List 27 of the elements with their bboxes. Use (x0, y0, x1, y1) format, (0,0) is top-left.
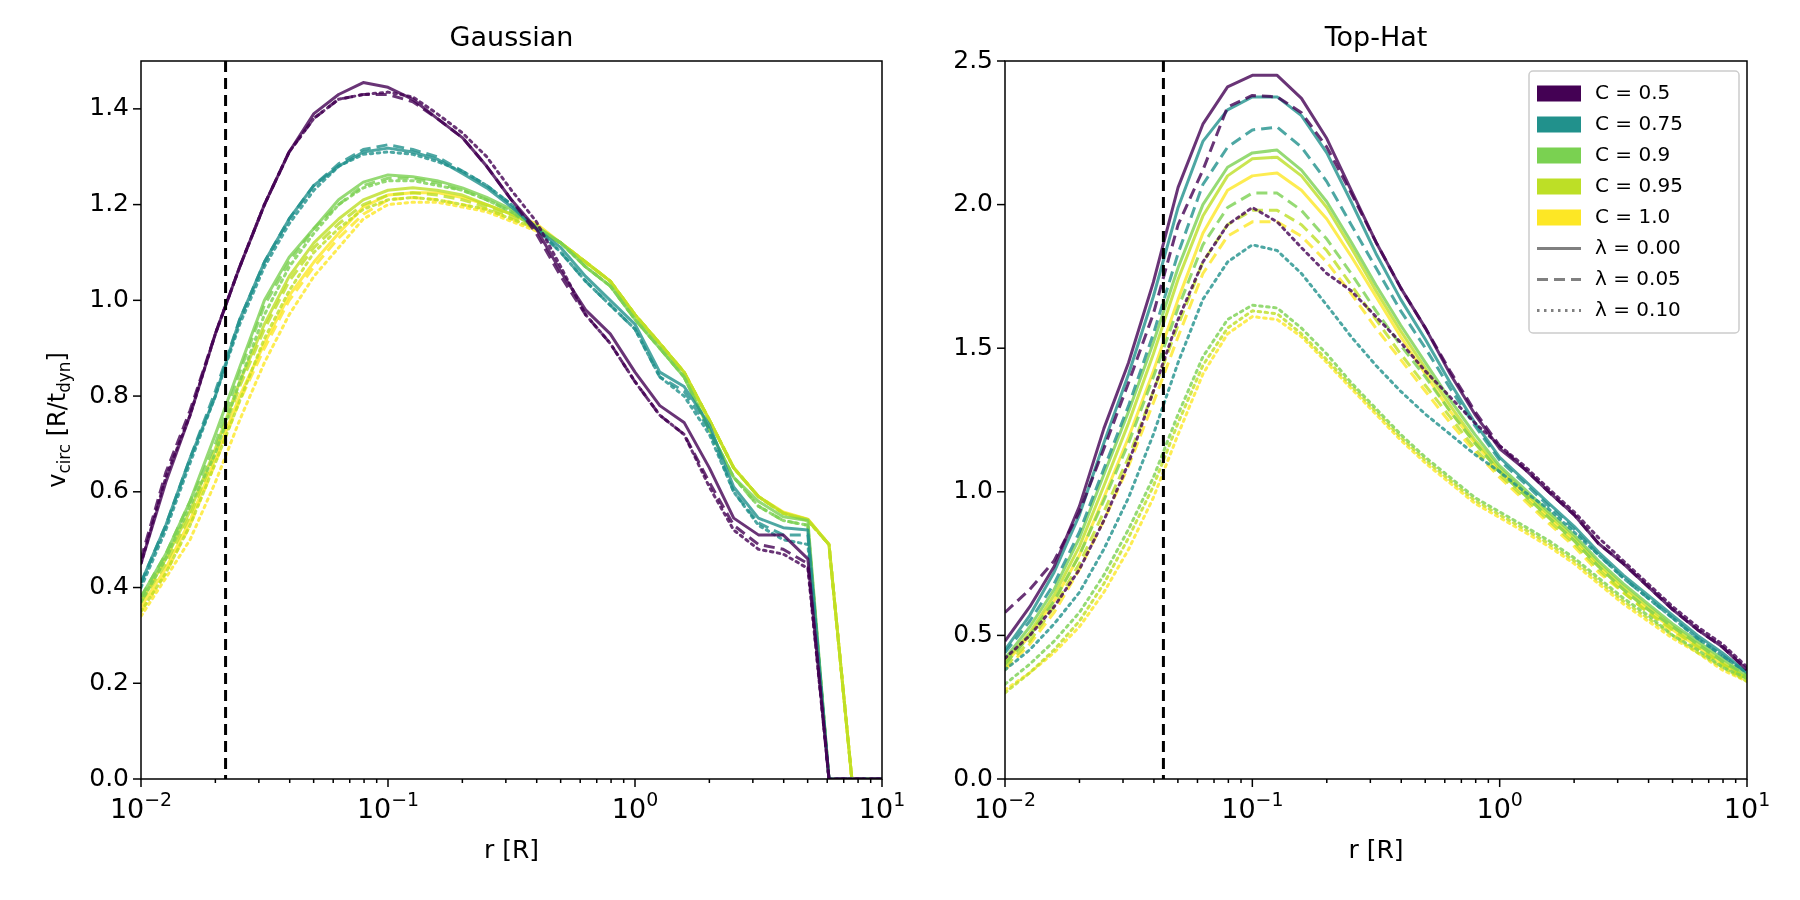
legend-label: λ = 0.10 (1595, 296, 1681, 321)
x-axis-title: r [R] (1348, 834, 1404, 864)
chart-title: Gaussian (449, 21, 574, 53)
legend-label: λ = 0.00 (1595, 234, 1681, 259)
y-tick-label: 1.0 (953, 475, 994, 505)
chart-title: Top-Hat (1323, 21, 1428, 53)
legend-label: C = 1.0 (1595, 203, 1671, 228)
y-tick-label: 1.0 (89, 283, 130, 313)
x-axis-title: r [R] (483, 834, 540, 864)
legend-label: C = 0.75 (1595, 110, 1683, 135)
y-tick-label: 0.8 (89, 379, 130, 409)
legend-label: C = 0.5 (1595, 79, 1671, 104)
y-tick-label: 0.5 (953, 618, 994, 648)
y-tick-label: 0.6 (89, 475, 130, 505)
y-tick-label: 1.5 (953, 331, 994, 361)
legend-label: C = 0.9 (1595, 141, 1671, 166)
y-tick-label: 1.4 (89, 92, 130, 122)
y-tick-label: 1.2 (89, 188, 130, 218)
y-tick-label: 0.4 (89, 571, 130, 601)
y-tick-label: 0.0 (89, 762, 130, 792)
legend-label: C = 0.95 (1595, 172, 1683, 197)
y-tick-label: 2.5 (953, 44, 994, 74)
legend-label: λ = 0.05 (1595, 265, 1681, 290)
y-tick-label: 0.0 (953, 762, 994, 792)
y-tick-label: 0.2 (89, 666, 130, 696)
y-axis-title: vcirc [R/tdyn] (43, 352, 75, 488)
y-tick-label: 2.0 (953, 188, 994, 218)
